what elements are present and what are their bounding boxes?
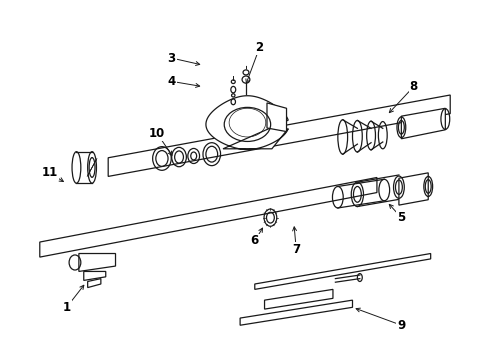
Text: 1: 1 [63,301,71,314]
Polygon shape [399,173,428,205]
Polygon shape [267,103,287,132]
Text: 8: 8 [410,80,417,93]
Polygon shape [255,253,431,289]
Text: 10: 10 [149,127,165,140]
Text: 3: 3 [168,51,176,64]
Polygon shape [40,177,377,257]
Polygon shape [401,108,445,139]
Polygon shape [108,95,450,176]
Text: 9: 9 [397,319,406,332]
Text: 5: 5 [397,211,406,224]
Text: 2: 2 [256,41,264,54]
Polygon shape [88,279,101,288]
Polygon shape [79,253,116,271]
Polygon shape [240,300,352,325]
Polygon shape [206,96,288,149]
Text: 6: 6 [251,234,259,247]
Text: 11: 11 [42,166,58,179]
Text: 7: 7 [292,243,300,256]
Polygon shape [265,289,333,309]
Polygon shape [84,271,106,280]
Text: 4: 4 [168,75,176,88]
